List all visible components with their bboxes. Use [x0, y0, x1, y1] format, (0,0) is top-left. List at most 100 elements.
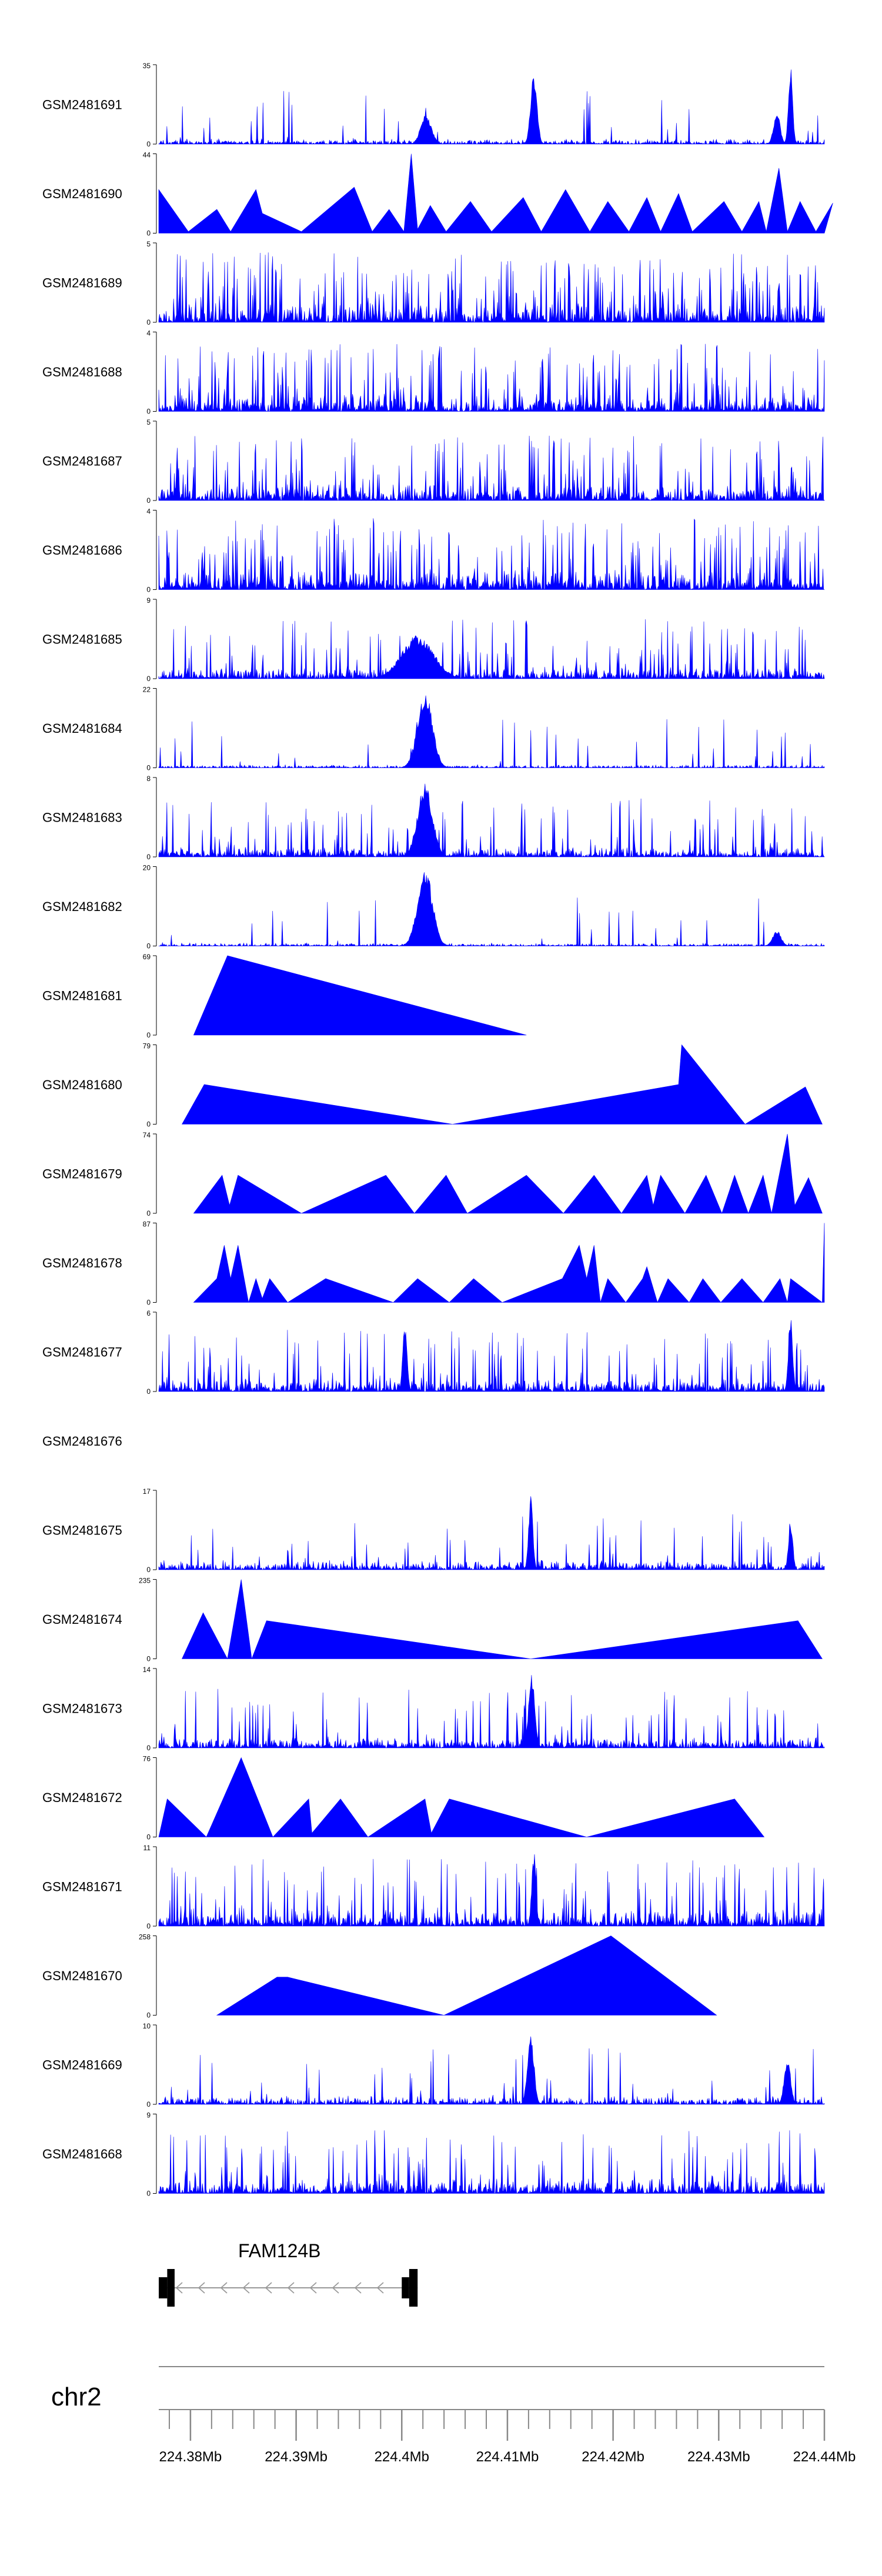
exon-block: [159, 2277, 168, 2298]
strand-arrow: [287, 2282, 295, 2294]
exon-block: [402, 2277, 409, 2298]
coverage-area: [158, 252, 825, 323]
coverage-area: [158, 518, 825, 590]
y-max-label: 35: [143, 62, 151, 70]
track-label: GSM2481671: [42, 1880, 122, 1894]
y-min-label: 0: [146, 318, 151, 326]
y-max-label: 11: [143, 1844, 151, 1852]
track-GSM2481678: GSM2481678 87 0: [42, 1220, 825, 1307]
track-GSM2481681: GSM2481681 69 0: [42, 953, 527, 1039]
track-label: GSM2481673: [42, 1701, 122, 1716]
y-max-label: 5: [146, 240, 151, 248]
track-GSM2481685: GSM2481685 9 0: [42, 596, 825, 683]
y-min-label: 0: [146, 1833, 151, 1841]
coverage-area: [158, 1854, 825, 1927]
track-label: GSM2481679: [42, 1167, 122, 1182]
coverage-area: [216, 1936, 717, 2016]
track-GSM2481687: GSM2481687 5 0: [42, 418, 825, 505]
genome-axis: chr2 224.38Mb 224.39Mb 224.4Mb 224.41Mb 224.4…: [51, 2366, 856, 2465]
gene-annotation-track: FAM124B: [159, 2240, 418, 2307]
y-min-label: 0: [146, 942, 151, 950]
y-max-label: 22: [143, 686, 151, 694]
track-GSM2481691: GSM2481691 35 0: [42, 62, 825, 148]
track-GSM2481684: GSM2481684 22 0: [42, 686, 825, 772]
chromosome-label: chr2: [51, 2383, 102, 2411]
y-max-label: 69: [143, 953, 151, 961]
track-label: GSM2481687: [42, 454, 122, 469]
track-label: GSM2481691: [42, 98, 122, 112]
strand-arrow: [332, 2282, 339, 2294]
y-min-label: 0: [146, 1299, 151, 1307]
strand-arrow: [198, 2282, 205, 2294]
track-GSM2481689: GSM2481689 5 0: [42, 240, 825, 326]
track-GSM2481682: GSM2481682 20 0: [42, 864, 825, 950]
track-GSM2481675: GSM2481675 17 0: [42, 1487, 825, 1574]
y-max-label: 17: [143, 1487, 151, 1496]
strand-arrow: [220, 2282, 228, 2294]
track-GSM2481670: GSM2481670 258 0: [42, 1933, 717, 2020]
coverage-area: [158, 69, 825, 145]
strand-arrow: [175, 2282, 183, 2294]
track-label: GSM2481672: [42, 1790, 122, 1805]
y-min-label: 0: [146, 1922, 151, 1930]
y-max-label: 9: [146, 2111, 151, 2120]
track-label: GSM2481685: [42, 632, 122, 647]
x-tick-label: 224.44Mb: [793, 2449, 856, 2465]
y-max-label: 5: [146, 418, 151, 426]
y-min-label: 0: [146, 1120, 151, 1129]
coverage-area: [158, 154, 833, 233]
y-max-label: 87: [143, 1220, 151, 1229]
y-max-label: 20: [143, 864, 151, 872]
x-tick-label: 224.42Mb: [582, 2449, 644, 2465]
y-max-label: 258: [139, 1933, 151, 1941]
track-label: GSM2481670: [42, 1968, 122, 1983]
track-GSM2481668: GSM2481668 9 0: [42, 2111, 825, 2198]
track-GSM2481679: GSM2481679 74 0: [42, 1131, 823, 1217]
track-label: GSM2481675: [42, 1523, 122, 1538]
y-max-label: 79: [143, 1042, 151, 1050]
y-min-label: 0: [146, 1566, 151, 1574]
coverage-area: [181, 1044, 823, 1125]
y-max-label: 44: [143, 151, 151, 159]
track-GSM2481674: GSM2481674 235 0: [42, 1577, 823, 1663]
track-label: GSM2481677: [42, 1345, 122, 1360]
coverage-area: [158, 1675, 825, 1749]
track-label: GSM2481682: [42, 899, 122, 914]
track-GSM2481686: GSM2481686 4 0: [42, 508, 825, 594]
x-tick-label: 224.43Mb: [687, 2449, 750, 2465]
y-max-label: 74: [143, 1131, 151, 1139]
y-min-label: 0: [146, 764, 151, 772]
track-GSM2481673: GSM2481673 14 0: [42, 1666, 825, 1752]
coverage-area: [158, 1496, 825, 1571]
y-max-label: 76: [143, 1755, 151, 1763]
track-GSM2481690: GSM2481690 44 0: [42, 151, 833, 238]
track-GSM2481669: GSM2481669 10 0: [42, 2022, 825, 2108]
y-min-label: 0: [146, 2100, 151, 2108]
track-label: GSM2481676: [42, 1434, 122, 1449]
y-min-label: 0: [146, 496, 151, 505]
track-GSM2481683: GSM2481683 8 0: [42, 775, 825, 861]
y-max-label: 10: [143, 2022, 151, 2030]
track-GSM2481688: GSM2481688 4 0: [42, 329, 825, 416]
y-max-label: 8: [146, 775, 151, 783]
y-min-label: 0: [146, 2011, 151, 2020]
coverage-area: [158, 783, 825, 858]
track-label: GSM2481681: [42, 989, 122, 1003]
coverage-area: [193, 1223, 825, 1303]
track-GSM2481672: GSM2481672 76 0: [42, 1755, 765, 1841]
coverage-area: [158, 1757, 765, 1838]
coverage-area: [182, 1579, 823, 1660]
track-GSM2481671: GSM2481671 11 0: [42, 1844, 825, 1930]
coverage-area: [158, 1320, 825, 1393]
y-max-label: 6: [146, 1309, 151, 1317]
track-label: GSM2481678: [42, 1256, 122, 1270]
y-min-label: 0: [146, 140, 151, 148]
track-label: GSM2481688: [42, 365, 122, 379]
coverage-area: [158, 872, 825, 947]
track-GSM2481677: GSM2481677 6 0: [42, 1309, 825, 1396]
coverage-area: [158, 2130, 825, 2194]
strand-arrow: [242, 2282, 250, 2294]
track-GSM2481676: GSM2481676: [42, 1434, 122, 1449]
y-min-label: 0: [146, 853, 151, 861]
